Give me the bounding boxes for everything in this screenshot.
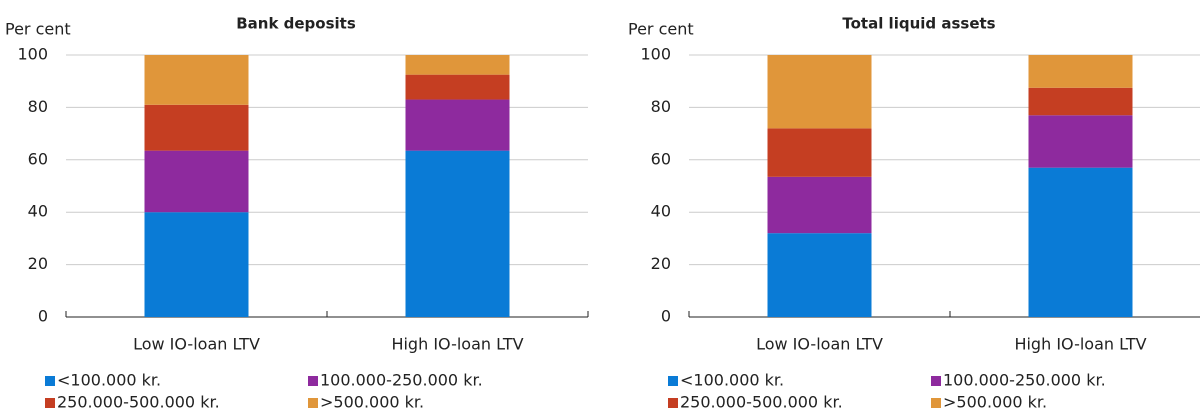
bar-segment	[767, 55, 872, 129]
y-tick-label: 80	[28, 97, 48, 116]
bar-segment	[405, 150, 510, 317]
chart-title: Bank deposits	[236, 15, 356, 33]
legend-swatch	[931, 398, 941, 408]
y-tick-label: 40	[28, 202, 48, 221]
y-axis-label: Per cent	[5, 20, 71, 39]
legend-swatch	[308, 398, 318, 408]
legend-label: >500.000 kr.	[320, 393, 424, 412]
bar-segment	[405, 99, 510, 151]
legend-label: 250.000-500.000 kr.	[57, 393, 220, 412]
x-tick-label: Low IO-loan LTV	[133, 335, 260, 354]
bar-segment	[767, 176, 872, 234]
bar-segment	[1028, 87, 1133, 116]
legend-swatch	[668, 398, 678, 408]
legend-label: 100.000-250.000 kr.	[320, 371, 483, 390]
y-tick-label: 40	[651, 202, 671, 221]
y-tick-label: 80	[651, 97, 671, 116]
bar-segment	[405, 74, 510, 100]
y-tick-label: 60	[651, 149, 671, 168]
bar-segment	[1028, 55, 1133, 88]
legend-label: >500.000 kr.	[943, 393, 1047, 412]
x-tick-label: Low IO-loan LTV	[756, 335, 883, 354]
y-axis-label: Per cent	[628, 20, 694, 39]
y-tick-label: 0	[661, 307, 671, 326]
x-tick-label: High IO-loan LTV	[391, 335, 523, 354]
y-tick-label: 0	[38, 307, 48, 326]
bar-segment	[1028, 167, 1133, 317]
bar-segment	[144, 55, 249, 105]
chart-title: Total liquid assets	[842, 15, 995, 33]
y-tick-label: 100	[640, 45, 671, 64]
bar-segment	[1028, 115, 1133, 168]
y-tick-label: 60	[28, 149, 48, 168]
legend-label: 250.000-500.000 kr.	[680, 393, 843, 412]
legend-swatch	[45, 398, 55, 408]
legend-label: <100.000 kr.	[680, 371, 784, 390]
bar-segment	[767, 128, 872, 177]
legend-swatch	[308, 376, 318, 386]
y-tick-label: 20	[651, 254, 671, 273]
bar-segment	[144, 150, 249, 213]
legend-swatch	[931, 376, 941, 386]
legend-label: <100.000 kr.	[57, 371, 161, 390]
bar-segment	[405, 55, 510, 75]
bar-segment	[144, 104, 249, 151]
legend-label: 100.000-250.000 kr.	[943, 371, 1106, 390]
bar-segment	[144, 212, 249, 317]
x-tick-label: High IO-loan LTV	[1014, 335, 1146, 354]
legend-swatch	[668, 376, 678, 386]
legend-swatch	[45, 376, 55, 386]
bar-segment	[767, 233, 872, 317]
y-tick-label: 100	[17, 45, 48, 64]
y-tick-label: 20	[28, 254, 48, 273]
